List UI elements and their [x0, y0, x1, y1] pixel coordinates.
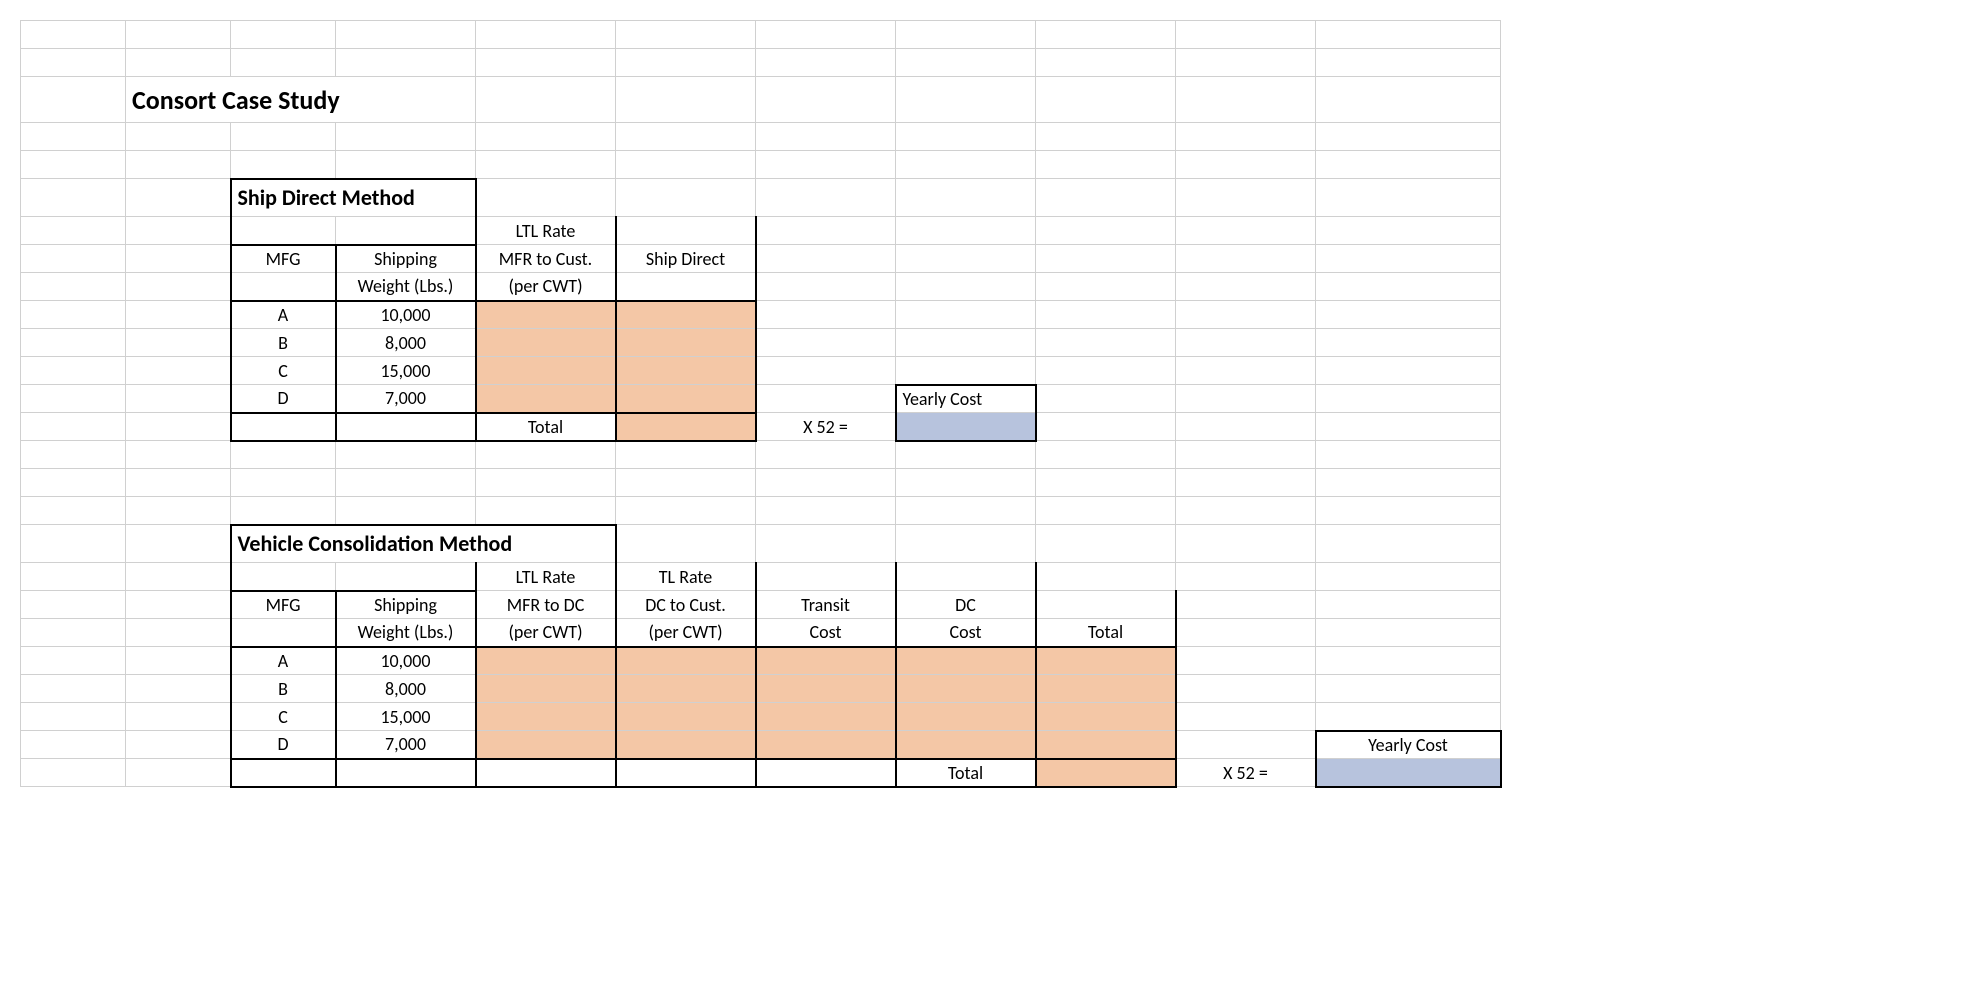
vc-yearly-cost-label: Yearly Cost: [1316, 731, 1501, 759]
vc-header-dc: DC: [896, 591, 1036, 619]
vc-dc-b[interactable]: [896, 675, 1036, 703]
vc-header-weight: Weight (Lbs.): [336, 619, 476, 647]
sd-rate-c[interactable]: [476, 357, 616, 385]
vc-total-label: Total: [896, 759, 1036, 787]
vc-transit-c[interactable]: [756, 703, 896, 731]
sd-weight-d[interactable]: 7,000: [336, 385, 476, 413]
vc-mfg-a[interactable]: A: [231, 647, 336, 675]
vc-weight-b[interactable]: 8,000: [336, 675, 476, 703]
vc-total-b[interactable]: [1036, 675, 1176, 703]
vc-tl-a[interactable]: [616, 647, 756, 675]
vc-transit-b[interactable]: [756, 675, 896, 703]
sd-multiplier: X 52 =: [756, 413, 896, 441]
header-ship-direct: Ship Direct: [616, 245, 756, 273]
vc-ltl-c[interactable]: [476, 703, 616, 731]
vc-transit-d[interactable]: [756, 731, 896, 759]
vc-header-cost1: Cost: [756, 619, 896, 647]
sd-weight-c[interactable]: 15,000: [336, 357, 476, 385]
vc-weight-d[interactable]: 7,000: [336, 731, 476, 759]
vc-ltl-d[interactable]: [476, 731, 616, 759]
sd-rate-d[interactable]: [476, 385, 616, 413]
vc-total-c[interactable]: [1036, 703, 1176, 731]
vc-mfg-d[interactable]: D: [231, 731, 336, 759]
sd-total-label: Total: [476, 413, 616, 441]
section-title-consolidation: Vehicle Consolidation Method: [231, 525, 616, 563]
sd-mfg-c[interactable]: C: [231, 357, 336, 385]
vc-mfg-c[interactable]: C: [231, 703, 336, 731]
vc-ltl-b[interactable]: [476, 675, 616, 703]
vc-header-mfr-to-dc: MFR to DC: [476, 591, 616, 619]
vc-header-tl-rate: TL Rate: [616, 563, 756, 591]
vc-tl-c[interactable]: [616, 703, 756, 731]
sd-mfg-a[interactable]: A: [231, 301, 336, 329]
vc-header-per-cwt1: (per CWT): [476, 619, 616, 647]
vc-tl-d[interactable]: [616, 731, 756, 759]
vc-transit-a[interactable]: [756, 647, 896, 675]
header-per-cwt: (per CWT): [476, 273, 616, 301]
vc-dc-c[interactable]: [896, 703, 1036, 731]
sd-direct-a[interactable]: [616, 301, 756, 329]
vc-weight-c[interactable]: 15,000: [336, 703, 476, 731]
vc-header-cost2: Cost: [896, 619, 1036, 647]
page-title: Consort Case Study: [126, 77, 476, 123]
section-title-ship-direct: Ship Direct Method: [231, 179, 476, 217]
vc-total-d[interactable]: [1036, 731, 1176, 759]
vc-total-a[interactable]: [1036, 647, 1176, 675]
header-weight: Weight (Lbs.): [336, 273, 476, 301]
header-mfg: MFG: [231, 245, 336, 273]
sd-yearly-cost-value[interactable]: [896, 413, 1036, 441]
sd-yearly-cost-label: Yearly Cost: [896, 385, 1036, 413]
vc-header-shipping: Shipping: [336, 591, 476, 619]
sd-direct-d[interactable]: [616, 385, 756, 413]
sd-weight-b[interactable]: 8,000: [336, 329, 476, 357]
vc-header-mfg: MFG: [231, 591, 336, 619]
header-mfr-to-cust: MFR to Cust.: [476, 245, 616, 273]
sd-rate-a[interactable]: [476, 301, 616, 329]
vc-yearly-cost-value[interactable]: [1316, 759, 1501, 787]
vc-dc-a[interactable]: [896, 647, 1036, 675]
sd-mfg-d[interactable]: D: [231, 385, 336, 413]
header-ltl-rate: LTL Rate: [476, 217, 616, 245]
vc-weight-a[interactable]: 10,000: [336, 647, 476, 675]
vc-header-transit: Transit: [756, 591, 896, 619]
sd-weight-a[interactable]: 10,000: [336, 301, 476, 329]
sd-direct-c[interactable]: [616, 357, 756, 385]
sd-mfg-b[interactable]: B: [231, 329, 336, 357]
vc-header-ltl-rate: LTL Rate: [476, 563, 616, 591]
vc-dc-d[interactable]: [896, 731, 1036, 759]
sd-total-value[interactable]: [616, 413, 756, 441]
vc-ltl-a[interactable]: [476, 647, 616, 675]
header-shipping: Shipping: [336, 245, 476, 273]
vc-header-per-cwt2: (per CWT): [616, 619, 756, 647]
vc-mfg-b[interactable]: B: [231, 675, 336, 703]
vc-tl-b[interactable]: [616, 675, 756, 703]
vc-header-total: Total: [1036, 619, 1176, 647]
spreadsheet-grid: Consort Case Study Ship Direct Method LT…: [20, 20, 1502, 788]
sd-rate-b[interactable]: [476, 329, 616, 357]
vc-total-value[interactable]: [1036, 759, 1176, 787]
sd-direct-b[interactable]: [616, 329, 756, 357]
vc-header-dc-to-cust: DC to Cust.: [616, 591, 756, 619]
vc-multiplier: X 52 =: [1176, 759, 1316, 787]
